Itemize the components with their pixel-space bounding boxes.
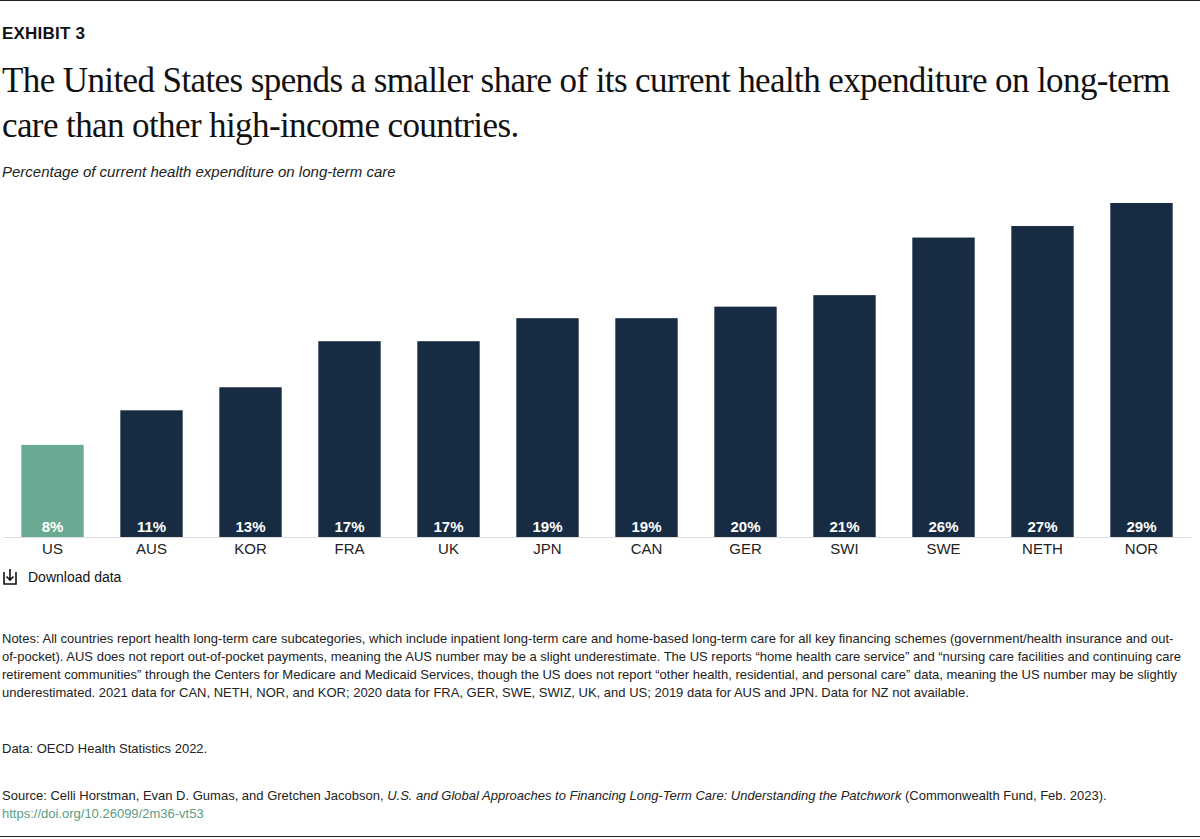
download-button[interactable]: Download data bbox=[2, 568, 121, 586]
x-tick: FRA bbox=[335, 540, 365, 557]
data-label: 19% bbox=[631, 518, 661, 535]
bar bbox=[219, 387, 281, 537]
chart-title: The United States spends a smaller share… bbox=[2, 58, 1192, 148]
x-tick-label: US bbox=[42, 540, 63, 557]
bar bbox=[714, 307, 776, 537]
source-link[interactable]: https://doi.org/10.26099/2m36-vt53 bbox=[2, 806, 204, 821]
x-tick: SWI bbox=[830, 540, 858, 557]
download-icon bbox=[2, 568, 18, 586]
data-label: 26% bbox=[928, 518, 958, 535]
data-label: 17% bbox=[334, 518, 364, 535]
data-label: 11% bbox=[137, 518, 166, 535]
bar bbox=[120, 410, 182, 537]
x-tick-label: AUS bbox=[136, 540, 167, 557]
x-tick: GER bbox=[729, 540, 762, 557]
x-tick: UK bbox=[438, 540, 459, 557]
x-tick: KOR bbox=[234, 540, 267, 557]
data-label: 27% bbox=[1027, 518, 1057, 535]
bar bbox=[912, 238, 974, 537]
data-label: 8% bbox=[42, 518, 64, 535]
x-tick-label: SWI bbox=[830, 540, 858, 557]
data-source: Data: OECD Health Statistics 2022. bbox=[2, 741, 207, 756]
x-tick: SWE bbox=[926, 540, 960, 557]
source: Source: Celli Horstman, Evan D. Gumas, a… bbox=[2, 787, 1187, 823]
data-label: 19% bbox=[532, 518, 562, 535]
bar bbox=[318, 341, 380, 537]
exhibit-label: EXHIBIT 3 bbox=[2, 24, 85, 44]
x-tick: AUS bbox=[136, 540, 167, 557]
download-label[interactable]: Download data bbox=[28, 569, 121, 585]
bottom-rule bbox=[0, 836, 1200, 837]
data-label: 20% bbox=[730, 518, 760, 535]
x-tick: NETH bbox=[1022, 540, 1063, 557]
x-tick: NOR bbox=[1125, 540, 1159, 557]
bar bbox=[1110, 203, 1172, 537]
bar bbox=[813, 295, 875, 537]
data-label: 21% bbox=[829, 518, 859, 535]
data-labels: 8% 11% 13% 17% 17% 19% 19% 20% 21% 26% 27% 29% bbox=[42, 518, 1157, 535]
x-tick-label: NOR bbox=[1125, 540, 1159, 557]
x-tick-label: UK bbox=[438, 540, 459, 557]
x-axis: US AUS KOR FRA UK JPN CAN GER SWI SWE NETH NOR bbox=[4, 538, 1192, 557]
x-tick: US bbox=[42, 540, 63, 557]
x-tick-label: NETH bbox=[1022, 540, 1063, 557]
source-title: U.S. and Global Approaches to Financing … bbox=[387, 788, 901, 803]
x-tick-label: KOR bbox=[234, 540, 267, 557]
x-axis-line bbox=[4, 537, 1192, 538]
bar bbox=[516, 318, 578, 537]
bar bbox=[1011, 226, 1073, 537]
bars bbox=[21, 203, 1172, 537]
bar bbox=[21, 445, 83, 537]
x-tick-label: CAN bbox=[631, 540, 663, 557]
data-label: 17% bbox=[433, 518, 463, 535]
notes: Notes: All countries report health long-… bbox=[2, 630, 1187, 702]
chart-svg: US AUS KOR FRA UK JPN CAN GER SWI SWE NETH NOR 8% 11%… bbox=[0, 190, 1200, 565]
data-label: 13% bbox=[235, 518, 265, 535]
top-rule bbox=[0, 0, 1200, 1]
bar bbox=[417, 341, 479, 537]
data-label: 29% bbox=[1126, 518, 1156, 535]
bar bbox=[615, 318, 677, 537]
x-tick-label: FRA bbox=[335, 540, 365, 557]
x-tick-label: GER bbox=[729, 540, 762, 557]
source-suffix: (Commonwealth Fund, Feb. 2023). bbox=[901, 788, 1106, 803]
x-tick: CAN bbox=[631, 540, 663, 557]
x-tick-label: JPN bbox=[533, 540, 561, 557]
x-tick: JPN bbox=[533, 540, 561, 557]
x-tick-label: SWE bbox=[926, 540, 960, 557]
chart-subtitle: Percentage of current health expenditure… bbox=[2, 163, 396, 180]
source-prefix: Source: Celli Horstman, Evan D. Gumas, a… bbox=[2, 788, 387, 803]
download-icon-arrow bbox=[7, 569, 14, 580]
